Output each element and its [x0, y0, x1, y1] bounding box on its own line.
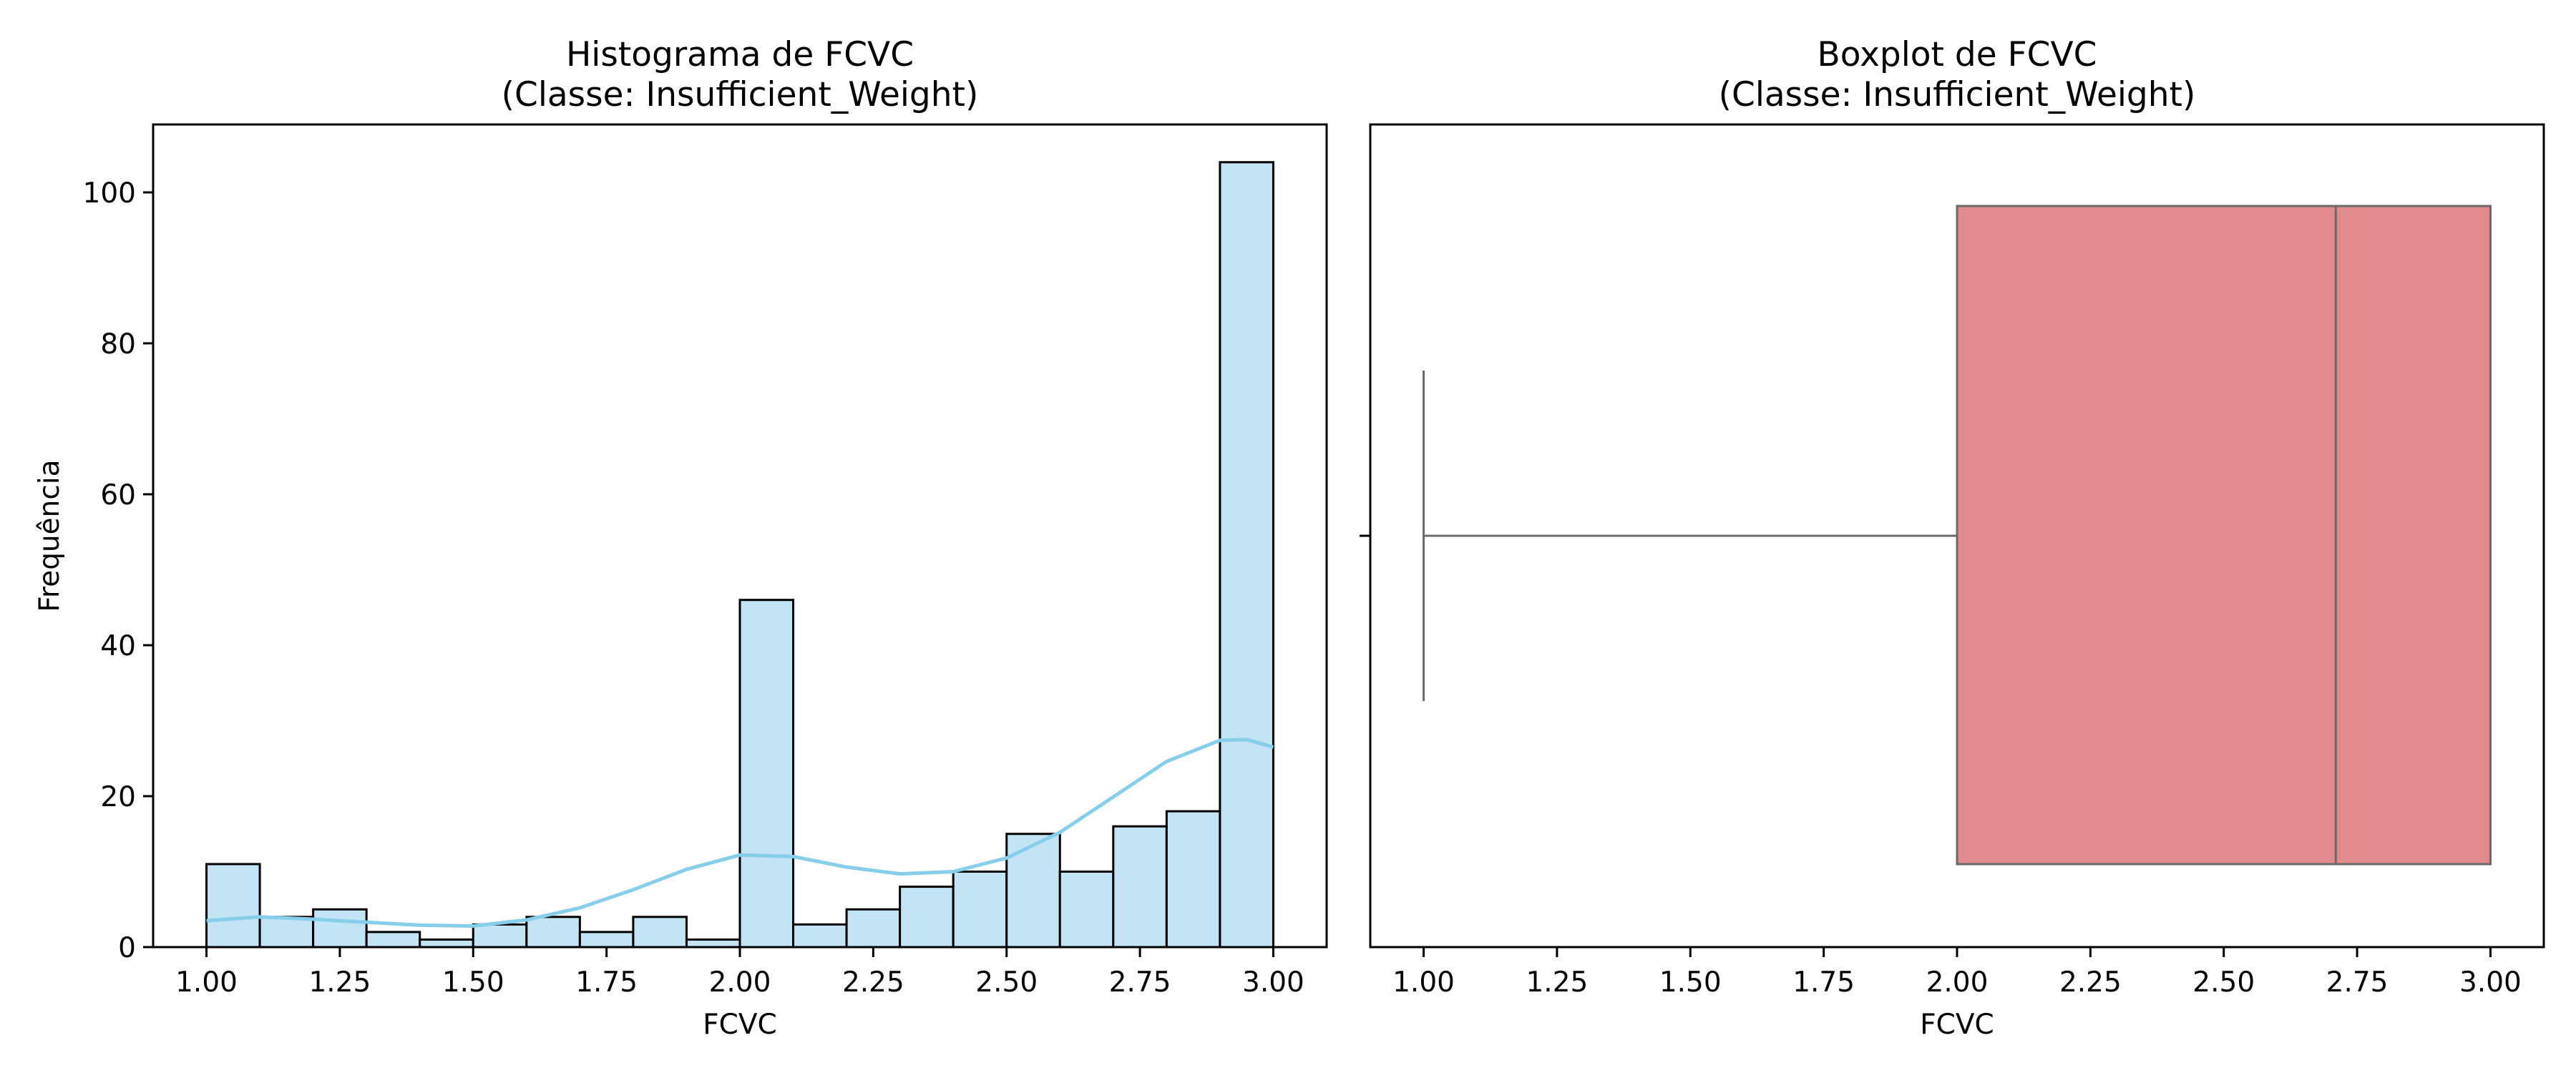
hist-bar — [258, 916, 315, 949]
hist-bar — [738, 599, 795, 949]
hist-bar — [1058, 870, 1115, 949]
box-elements — [1423, 205, 2492, 866]
hist-x-tick-label: 2.00 — [709, 966, 771, 999]
hist-x-tick-label: 2.25 — [842, 966, 904, 999]
hist-x-tick-label: 2.50 — [975, 966, 1038, 999]
box-title: Boxplot de FCVC — [1818, 35, 2097, 74]
box-x-tick-label: 2.75 — [2326, 966, 2389, 999]
hist-x-tick-label: 1.75 — [575, 966, 638, 999]
hist-bar — [312, 908, 368, 949]
hist-subtitle: (Classe: Insufficient_Weight) — [502, 75, 979, 114]
box-subtitle: (Classe: Insufficient_Weight) — [1719, 75, 2196, 114]
hist-kde-line — [206, 738, 1274, 928]
hist-bar — [1219, 161, 1274, 949]
hist-bar — [1112, 825, 1168, 949]
box-x-tick-label: 3.00 — [2459, 966, 2522, 999]
hist-bar — [792, 923, 848, 949]
hist-bar — [632, 916, 688, 949]
hist-x-tick-label: 3.00 — [1242, 966, 1304, 999]
box-x-tick-label: 2.25 — [2059, 966, 2122, 999]
hist-y-tick-label: 80 — [100, 328, 136, 361]
hist-bar — [952, 870, 1008, 949]
hist-y-tick-label: 0 — [118, 932, 136, 964]
hist-bar — [899, 886, 955, 949]
boxplot-panel: Boxplot de FCVC (Classe: Insufficient_We… — [1360, 35, 2545, 1041]
hist-bar — [365, 931, 421, 949]
hist-y-tick-label: 20 — [100, 781, 136, 813]
hist-bar — [525, 916, 581, 949]
hist-x-label: FCVC — [703, 1009, 777, 1041]
histogram-panel: Histograma de FCVC (Classe: Insufficient… — [34, 35, 1328, 1041]
hist-bar — [845, 908, 902, 949]
hist-x-tick-label: 2.75 — [1109, 966, 1171, 999]
hist-bar — [419, 938, 474, 949]
hist-y-label: Frequência — [34, 459, 66, 612]
hist-y-tick-label: 100 — [83, 177, 136, 210]
hist-bars — [205, 161, 1274, 949]
box-x-tick-label: 1.00 — [1392, 966, 1455, 999]
hist-bar — [205, 863, 261, 949]
hist-y-ticks: 0 20 40 60 80 100 — [83, 177, 153, 964]
box-x-tick-label: 1.25 — [1526, 966, 1588, 999]
box-x-ticks: 1.00 1.25 1.50 1.75 2.00 2.25 2.50 2.75 3.00 — [1392, 947, 2522, 999]
hist-y-tick-label: 40 — [100, 630, 136, 662]
hist-bar — [578, 931, 635, 949]
box-x-tick-label: 2.00 — [1926, 966, 1989, 999]
box-x-tick-label: 2.50 — [2192, 966, 2255, 999]
box-iqr — [1956, 205, 2492, 866]
hist-bar — [1005, 833, 1061, 949]
hist-title: Histograma de FCVC — [566, 35, 914, 74]
box-x-tick-label: 1.75 — [1792, 966, 1855, 999]
hist-x-tick-label: 1.50 — [442, 966, 504, 999]
hist-bar — [685, 938, 741, 949]
box-x-tick-label: 1.50 — [1659, 966, 1722, 999]
hist-bar — [472, 923, 528, 949]
hist-y-tick-label: 60 — [100, 479, 136, 511]
hist-x-tick-label: 1.00 — [175, 966, 238, 999]
hist-x-ticks: 1.00 1.25 1.50 1.75 2.00 2.25 2.50 2.75 3.00 — [175, 947, 1304, 999]
box-x-label: FCVC — [1920, 1009, 1994, 1041]
hist-x-tick-label: 1.25 — [308, 966, 371, 999]
hist-bar — [1165, 810, 1221, 949]
